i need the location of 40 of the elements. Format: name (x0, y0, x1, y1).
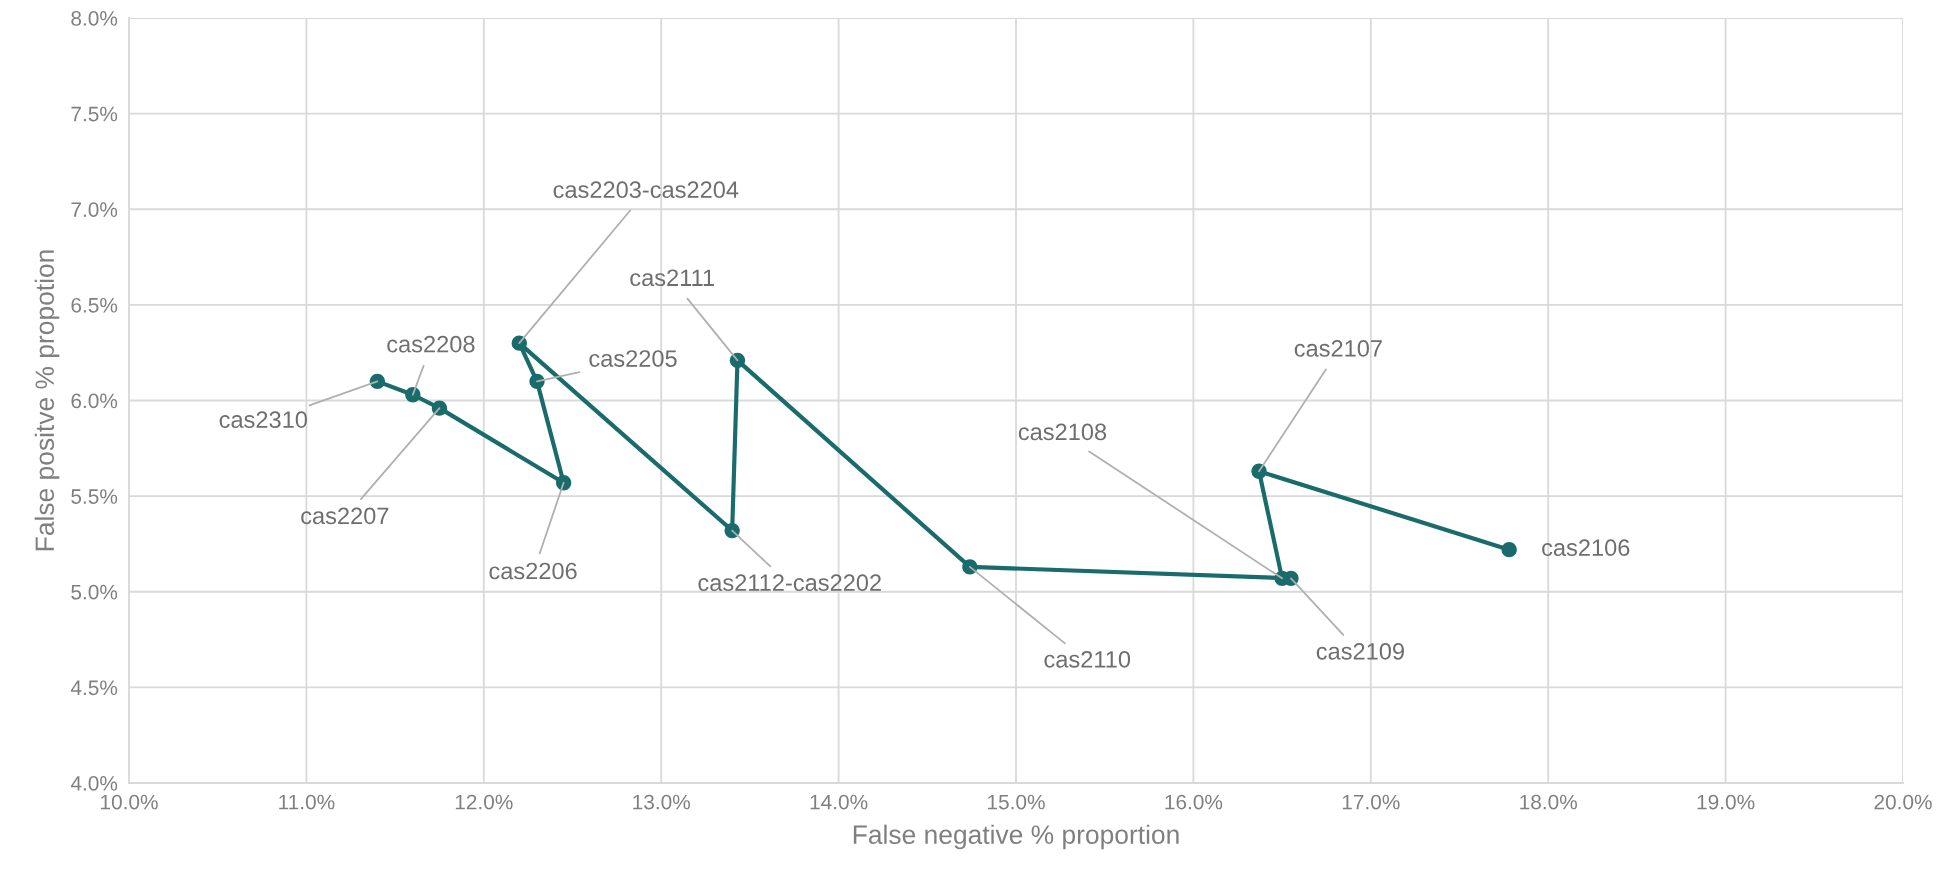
x-tick-label: 10.0% (101, 794, 158, 810)
x-tick-label: 19.0% (1697, 794, 1755, 810)
annotation: cas2109 (1316, 642, 1404, 660)
x-tick-label: 15.0% (988, 794, 1045, 810)
x-tick-label: 18.0% (1520, 794, 1577, 810)
y-tick-label: 4.0% (70, 776, 118, 791)
annotation: cas2206 (489, 562, 577, 580)
point (1501, 542, 1517, 558)
annotation: cas2110 (1044, 650, 1131, 668)
annotation: cas2107 (1294, 340, 1382, 357)
y-tick-label: 4.5% (70, 680, 118, 696)
annotation: cas2111 (630, 269, 714, 287)
point (729, 352, 746, 368)
annotation: cas2108 (1018, 423, 1107, 441)
point (555, 475, 572, 491)
y-tick-label: 6.5% (71, 297, 118, 313)
y-tick-label: 5.0% (71, 584, 118, 600)
x-tick-label: 13.0% (633, 794, 690, 810)
annotation: cas2310 (219, 411, 307, 428)
annotation: cas2203-cas2204 (553, 181, 739, 199)
point (724, 522, 740, 539)
x-tick-label: 14.0% (810, 794, 868, 810)
x-axis-title: False negative % proportion (853, 824, 1179, 850)
annotation: cas2106 (1542, 539, 1630, 557)
x-tick-label: 17.0% (1342, 794, 1400, 810)
y-tick-label: 6.0% (71, 393, 118, 409)
annotation: cas2112-cas2202 (698, 574, 881, 592)
y-axis-title: False positve % propotion (34, 250, 60, 551)
x-tick-label: 20.0% (1874, 794, 1932, 810)
x-tick-label: 16.0% (1165, 794, 1223, 810)
y-tick-label: 8.0% (71, 11, 118, 26)
x-tick-label: 11.0% (279, 794, 335, 810)
y-tick-label: 7.5% (71, 106, 118, 122)
y-tick-label: 5.5% (71, 489, 118, 504)
x-tick-label: 12.0% (455, 794, 513, 810)
y-tick-label: 7.0% (71, 202, 118, 217)
annotation: cas2207 (301, 507, 389, 525)
point (369, 373, 385, 390)
annotation: cas2208 (387, 335, 475, 353)
annotation: cas2205 (589, 350, 677, 367)
